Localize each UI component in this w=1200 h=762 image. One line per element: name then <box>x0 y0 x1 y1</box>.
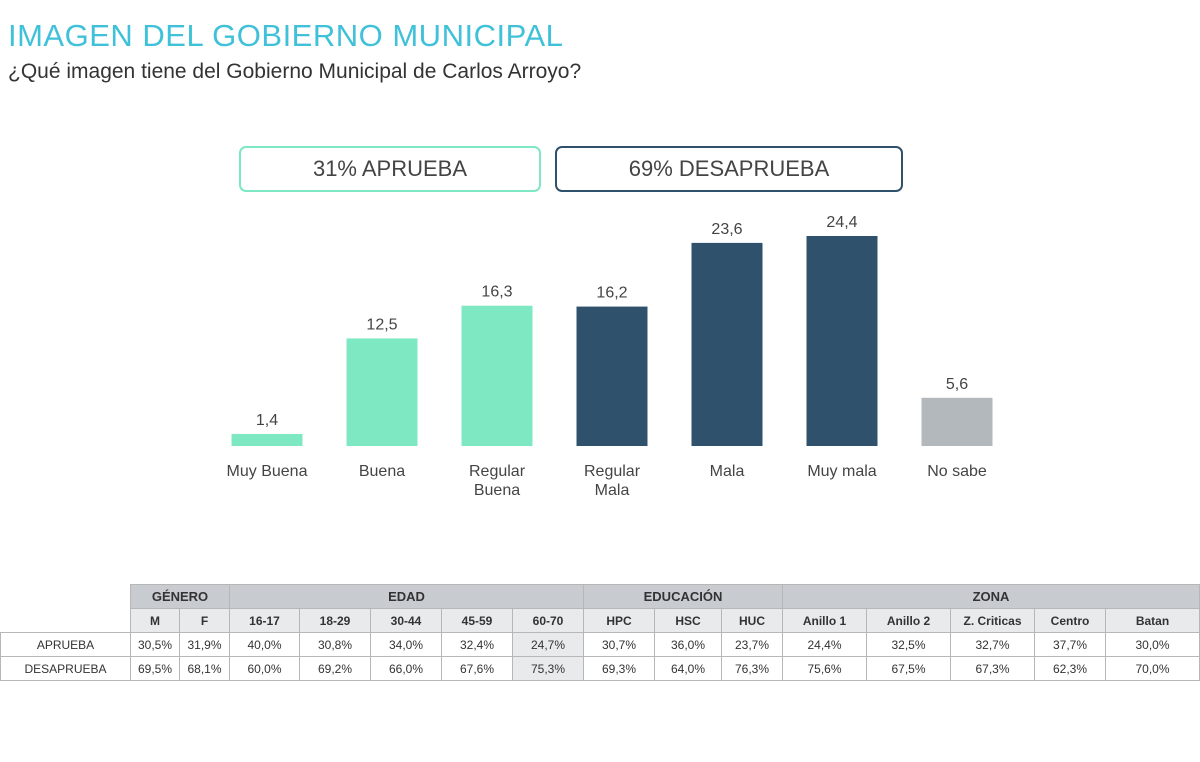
table-column-header: HUC <box>721 608 783 633</box>
category-label: Regular <box>584 463 641 480</box>
table-column-header: 16-17 <box>229 608 300 633</box>
table-group-header: EDAD <box>229 584 584 609</box>
category-label: Muy Buena <box>227 463 308 480</box>
bar-value-label: 23,6 <box>711 221 742 238</box>
table-cell: 30,8% <box>299 632 371 657</box>
category-label: Regular <box>469 463 526 480</box>
table-cell: 69,2% <box>299 656 371 681</box>
table-row-header: DESAPRUEBA <box>0 656 131 681</box>
bar-regular-buena <box>461 305 533 446</box>
table-column-header: Anillo 2 <box>866 608 951 633</box>
page-subtitle: ¿Qué imagen tiene del Gobierno Municipal… <box>8 60 582 83</box>
bar-value-label: 16,3 <box>481 284 512 301</box>
category-label: Mala <box>710 463 745 480</box>
table-group-header: ZONA <box>782 584 1200 609</box>
table-group-header: GÉNERO <box>130 584 230 609</box>
table-cell: 68,1% <box>179 656 230 681</box>
bar-chart: 1,4 Muy Buena 12,5 Buena 16,3 Regular Buena 16,… <box>227 214 993 499</box>
bar-no-sabe <box>921 397 993 446</box>
table-cell: 24,7% <box>512 632 584 657</box>
table-cell: 23,7% <box>721 632 783 657</box>
category-label: Buena <box>474 482 520 499</box>
table-cell: 70,0% <box>1105 656 1200 681</box>
table-column-header: 30-44 <box>370 608 442 633</box>
table-column-header: Batan <box>1105 608 1200 633</box>
table-cell: 75,3% <box>512 656 584 681</box>
table-cell: 30,5% <box>130 632 180 657</box>
bar-value-label: 1,4 <box>256 412 278 429</box>
table-column-header: 45-59 <box>441 608 513 633</box>
table-cell: 60,0% <box>229 656 300 681</box>
table-cell: 36,0% <box>654 632 722 657</box>
table-column-header: HSC <box>654 608 722 633</box>
table-corner <box>1 609 131 633</box>
table-row-header: APRUEBA <box>0 632 131 657</box>
category-label: No sabe <box>927 463 987 480</box>
table-cell: 62,3% <box>1034 656 1106 681</box>
table-corner <box>1 585 131 609</box>
table-cell: 32,4% <box>441 632 513 657</box>
table-column-header: M <box>130 608 180 633</box>
category-label: Mala <box>595 482 630 499</box>
table-cell: 37,7% <box>1034 632 1106 657</box>
page-title: IMAGEN DEL GOBIERNO MUNICIPAL <box>8 18 564 53</box>
table-cell: 40,0% <box>229 632 300 657</box>
table-column-header-row: M F 16-17 18-29 30-44 45-59 60-70 HPC HSC HUC Anil… <box>1 608 1200 633</box>
bar-value-label: 12,5 <box>366 316 397 333</box>
table-cell: 32,7% <box>950 632 1035 657</box>
approve-summary-box: 31% APRUEBA <box>239 146 541 192</box>
bar-value-label: 16,2 <box>596 285 627 302</box>
table-cell: 30,7% <box>583 632 655 657</box>
table-cell: 69,3% <box>583 656 655 681</box>
table-column-header: 60-70 <box>512 608 584 633</box>
category-label: Muy mala <box>807 463 876 480</box>
breakdown-table: GÉNERO EDAD EDUCACIÓN ZONA M F 16-17 18-29 30-4… <box>0 584 1200 681</box>
category-label: Buena <box>359 463 405 480</box>
table-cell: 34,0% <box>370 632 442 657</box>
table-cell: 31,9% <box>179 632 230 657</box>
table-row: DESAPRUEBA 69,5% 68,1% 60,0% 69,2% 66,0% 67,6%… <box>0 656 1200 681</box>
table-row: APRUEBA 30,5% 31,9% 40,0% 30,8% 34,0% 32,4% 24,… <box>0 632 1200 657</box>
table-group-header: EDUCACIÓN <box>583 584 783 609</box>
bar-muy-buena <box>231 433 303 446</box>
bar-buena <box>346 338 418 446</box>
table-cell: 67,6% <box>441 656 513 681</box>
table-column-header: 18-29 <box>299 608 371 633</box>
table-column-header: F <box>179 608 230 633</box>
table-cell: 32,5% <box>866 632 951 657</box>
table-cell: 75,6% <box>782 656 867 681</box>
bar-mala <box>691 242 763 446</box>
table-column-header: Centro <box>1034 608 1106 633</box>
table-cell: 67,3% <box>950 656 1035 681</box>
table-cell: 64,0% <box>654 656 722 681</box>
bar-regular-mala <box>576 306 648 446</box>
bar-value-label: 24,4 <box>826 214 857 231</box>
disapprove-summary-box: 69% DESAPRUEBA <box>555 146 903 192</box>
table-column-header: Z. Criticas <box>950 608 1035 633</box>
table-column-header: Anillo 1 <box>782 608 867 633</box>
table-cell: 67,5% <box>866 656 951 681</box>
bar-value-label: 5,6 <box>946 376 968 393</box>
table-group-header-row: GÉNERO EDAD EDUCACIÓN ZONA <box>1 584 1200 609</box>
table-cell: 30,0% <box>1105 632 1200 657</box>
table-cell: 24,4% <box>782 632 867 657</box>
table-cell: 76,3% <box>721 656 783 681</box>
table-cell: 66,0% <box>370 656 442 681</box>
table-cell: 69,5% <box>130 656 180 681</box>
table-column-header: HPC <box>583 608 655 633</box>
bar-muy-mala <box>806 236 878 446</box>
